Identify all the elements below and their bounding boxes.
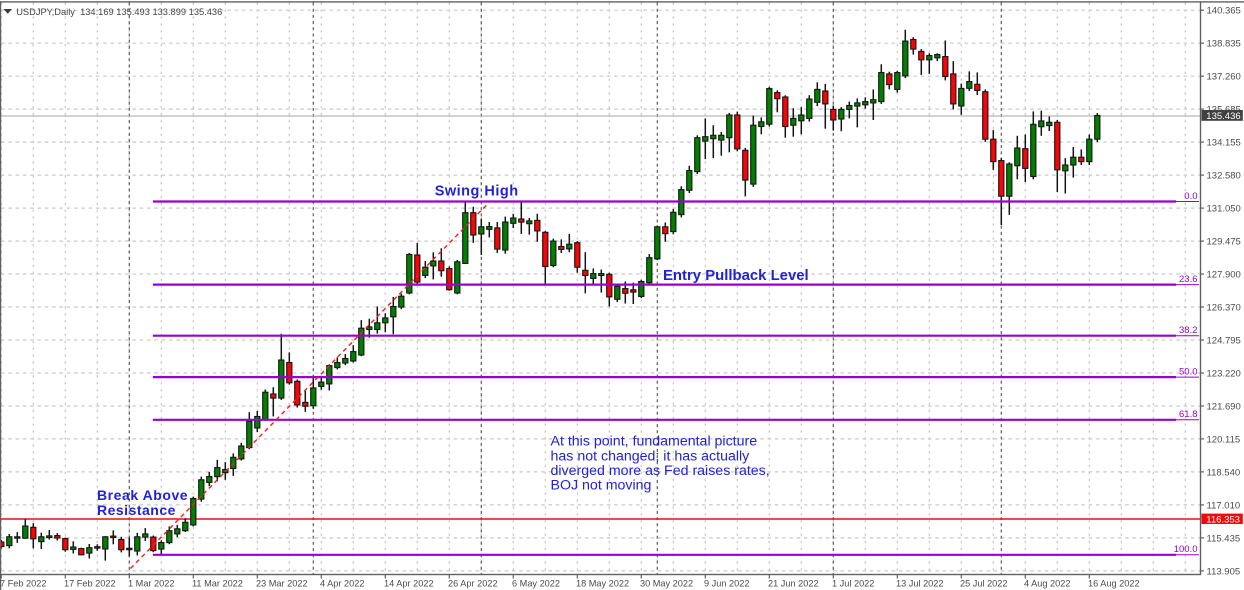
svg-text:0.0: 0.0 <box>1184 191 1197 202</box>
svg-text:121.690: 121.690 <box>1207 401 1241 412</box>
svg-text:30 May 2022: 30 May 2022 <box>640 578 693 588</box>
svg-text:120.115: 120.115 <box>1207 434 1241 445</box>
svg-text:138.835: 138.835 <box>1207 39 1241 50</box>
svg-text:USDJPY,Daily 134.169 135.493: USDJPY,Daily 134.169 135.493 133.899 135… <box>16 7 222 17</box>
svg-text:126.370: 126.370 <box>1207 302 1241 313</box>
svg-text:4 Apr 2022: 4 Apr 2022 <box>320 578 364 588</box>
svg-text:17 Feb 2022: 17 Feb 2022 <box>64 578 116 588</box>
svg-text:50.0: 50.0 <box>1179 367 1198 378</box>
svg-text:115.435: 115.435 <box>1207 533 1241 544</box>
svg-text:124.795: 124.795 <box>1207 335 1241 346</box>
svg-text:Swing High: Swing High <box>435 183 519 199</box>
svg-text:1 Mar 2022: 1 Mar 2022 <box>128 578 174 588</box>
svg-text:4 Aug 2022: 4 Aug 2022 <box>1024 578 1071 588</box>
svg-text:26 Apr 2022: 26 Apr 2022 <box>448 578 498 588</box>
svg-text:116.353: 116.353 <box>1206 514 1240 525</box>
svg-text:has not changed; it has actual: has not changed; it has actually <box>551 448 751 464</box>
svg-text:127.900: 127.900 <box>1207 269 1241 280</box>
svg-text:Break Above: Break Above <box>97 487 188 503</box>
svg-text:113.905: 113.905 <box>1207 566 1241 577</box>
svg-text:129.475: 129.475 <box>1207 237 1241 248</box>
svg-text:13 Jul 2022: 13 Jul 2022 <box>896 578 944 588</box>
svg-text:131.050: 131.050 <box>1207 204 1241 215</box>
svg-text:14 Apr 2022: 14 Apr 2022 <box>384 578 434 588</box>
svg-text:123.220: 123.220 <box>1207 368 1241 379</box>
svg-text:134.155: 134.155 <box>1207 138 1241 149</box>
svg-text:1 Jul 2022: 1 Jul 2022 <box>832 578 874 588</box>
svg-text:Entry Pullback Level: Entry Pullback Level <box>663 268 809 284</box>
svg-text:132.580: 132.580 <box>1207 171 1241 182</box>
svg-text:23.6: 23.6 <box>1179 274 1198 285</box>
svg-text:21 Jun 2022: 21 Jun 2022 <box>768 578 819 588</box>
svg-text:61.8: 61.8 <box>1179 409 1198 420</box>
svg-text:135.436: 135.436 <box>1206 111 1240 122</box>
svg-text:BOJ not moving: BOJ not moving <box>551 478 652 494</box>
svg-text:137.260: 137.260 <box>1207 72 1241 83</box>
svg-text:6 May 2022: 6 May 2022 <box>512 578 560 588</box>
svg-text:118.540: 118.540 <box>1207 467 1241 478</box>
svg-text:25 Jul 2022: 25 Jul 2022 <box>960 578 1008 588</box>
svg-text:100.0: 100.0 <box>1174 544 1198 555</box>
svg-text:9 Jun 2022: 9 Jun 2022 <box>704 578 749 588</box>
svg-text:140.365: 140.365 <box>1207 6 1241 17</box>
svg-text:Resistance: Resistance <box>97 502 176 518</box>
svg-text:23 Mar 2022: 23 Mar 2022 <box>256 578 308 588</box>
svg-text:18 May 2022: 18 May 2022 <box>576 578 629 588</box>
svg-text:117.010: 117.010 <box>1207 500 1241 511</box>
svg-text:11 Mar 2022: 11 Mar 2022 <box>192 578 243 588</box>
svg-text:At this point, fundamental pic: At this point, fundamental picture <box>551 434 758 450</box>
svg-text:diverged more as Fed raises ra: diverged more as Fed raises rates, <box>551 463 770 479</box>
svg-text:16 Aug 2022: 16 Aug 2022 <box>1088 578 1140 588</box>
svg-text:38.2: 38.2 <box>1179 325 1198 336</box>
svg-text:7 Feb 2022: 7 Feb 2022 <box>0 578 47 588</box>
